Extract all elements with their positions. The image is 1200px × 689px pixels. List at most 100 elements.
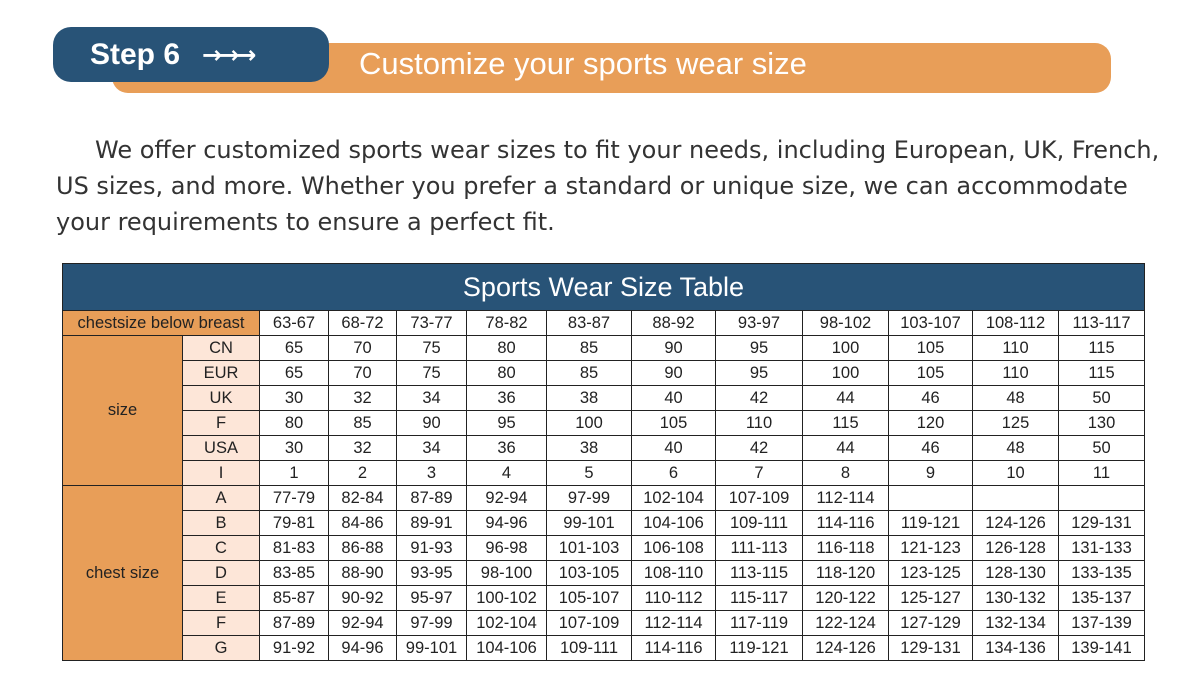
table-cell: 85-87 [259,585,329,611]
table-cell: 70 [328,335,397,361]
row-label: USA [182,435,260,461]
table-cell: 130 [1058,410,1145,436]
column-header: 78-82 [466,310,547,336]
step-label: Step 6 [90,37,181,71]
table-cell: 11 [1058,460,1145,486]
table-cell: 96-98 [466,535,547,561]
column-header: 63-67 [259,310,329,336]
row-label: A [182,485,260,511]
column-header: 68-72 [328,310,397,336]
table-cell: 89-91 [396,510,467,536]
column-header: 88-92 [631,310,716,336]
table-row: USA 30 32 34 36 38 40 42 44 46 48 50 [63,435,1145,461]
table-row: D 83-85 88-90 93-95 98-100 103-105 108-110 113-… [63,560,1145,586]
table-cell: 91-93 [396,535,467,561]
row-label: D [182,560,260,586]
table-cell: 105 [888,335,973,361]
table-cell: 137-139 [1058,610,1145,636]
table-row: chest size A 77-79 82-84 87-89 92-94 97-99 102-… [62,485,1145,661]
table-cell: 85 [546,335,632,361]
table-cell: 125 [972,410,1059,436]
table-cell: 95 [715,335,803,361]
table-cell: 139-141 [1058,635,1145,661]
table-cell: 115 [1058,360,1145,386]
column-header: 98-102 [802,310,889,336]
table-cell: 102-104 [466,610,547,636]
table-row: E 85-87 90-92 95-97 100-102 105-107 110-112 115… [63,585,1145,611]
table-cell: 128-130 [972,560,1059,586]
table-cell [888,485,973,511]
table-cell: 30 [259,385,329,411]
column-header: 103-107 [888,310,973,336]
table-cell: 132-134 [972,610,1059,636]
table-cell: 90 [631,360,716,386]
table-cell: 3 [396,460,467,486]
table-cell: 126-128 [972,535,1059,561]
table-cell: 32 [328,385,397,411]
table-cell: 97-99 [396,610,467,636]
table-cell: 135-137 [1058,585,1145,611]
table-cell: 110 [972,360,1059,386]
table-cell: 87-89 [259,610,329,636]
table-cell: 9 [888,460,973,486]
table-cell: 100 [802,360,889,386]
table-cell: 104-106 [466,635,547,661]
row-label: I [182,460,260,486]
table-cell: 87-89 [396,485,467,511]
table-cell: 95 [466,410,547,436]
table-cell: 100-102 [466,585,547,611]
column-header: 73-77 [396,310,467,336]
table-cell: 99-101 [546,510,632,536]
table-row: F 80 85 90 95 100 105 110 115 120 125 130 [63,410,1145,436]
group-label: chest size [62,485,183,661]
table-cell: 106-108 [631,535,716,561]
table-cell: 38 [546,435,632,461]
row-label: CN [182,335,260,361]
table-cell: 133-135 [1058,560,1145,586]
table-cell: 107-109 [546,610,632,636]
table-cell: 34 [396,435,467,461]
table-cell: 115 [1058,335,1145,361]
table-cell: 100 [546,410,632,436]
table-cell: 85 [546,360,632,386]
intro-paragraph: We offer customized sports wear sizes to… [56,136,1160,236]
table-cell: 30 [259,435,329,461]
table-cell: 91-92 [259,635,329,661]
table-caption: Sports Wear Size Table [62,263,1145,311]
table-cell: 116-118 [802,535,889,561]
table-cell: 94-96 [466,510,547,536]
table-cell [1058,485,1145,511]
table-row: G 91-92 94-96 99-101 104-106 109-111 114-116 11… [63,635,1145,661]
table-cell: 101-103 [546,535,632,561]
column-header: 83-87 [546,310,632,336]
table-cell: 95-97 [396,585,467,611]
table-cell: 98-100 [466,560,547,586]
table-cell: 102-104 [631,485,716,511]
table-cell: 46 [888,435,973,461]
table-cell: 75 [396,335,467,361]
table-cell: 105-107 [546,585,632,611]
table-cell: 48 [972,385,1059,411]
table-cell: 90 [396,410,467,436]
table-cell: 119-121 [715,635,803,661]
table-cell: 111-113 [715,535,803,561]
table-cell: 40 [631,385,716,411]
table-cell: 112-114 [802,485,889,511]
table-cell: 110 [972,335,1059,361]
table-cell: 97-99 [546,485,632,511]
table-cell: 70 [328,360,397,386]
table-row: C 81-83 86-88 91-93 96-98 101-103 106-108 111-1… [63,535,1145,561]
table-cell: 46 [888,385,973,411]
table-cell: 114-116 [802,510,889,536]
table-row: I 1 2 3 4 5 6 7 8 9 10 11 [63,460,1145,486]
table-row: B 79-81 84-86 89-91 94-96 99-101 104-106 109-11… [63,510,1145,536]
table-cell: 95 [715,360,803,386]
table-row: F 87-89 92-94 97-99 102-104 107-109 112-114 117… [63,610,1145,636]
table-cell: 105 [631,410,716,436]
table-cell: 118-120 [802,560,889,586]
table-cell: 65 [259,360,329,386]
table-cell: 50 [1058,385,1145,411]
table-cell: 88-90 [328,560,397,586]
table-cell: 119-121 [888,510,973,536]
table-cell: 84-86 [328,510,397,536]
